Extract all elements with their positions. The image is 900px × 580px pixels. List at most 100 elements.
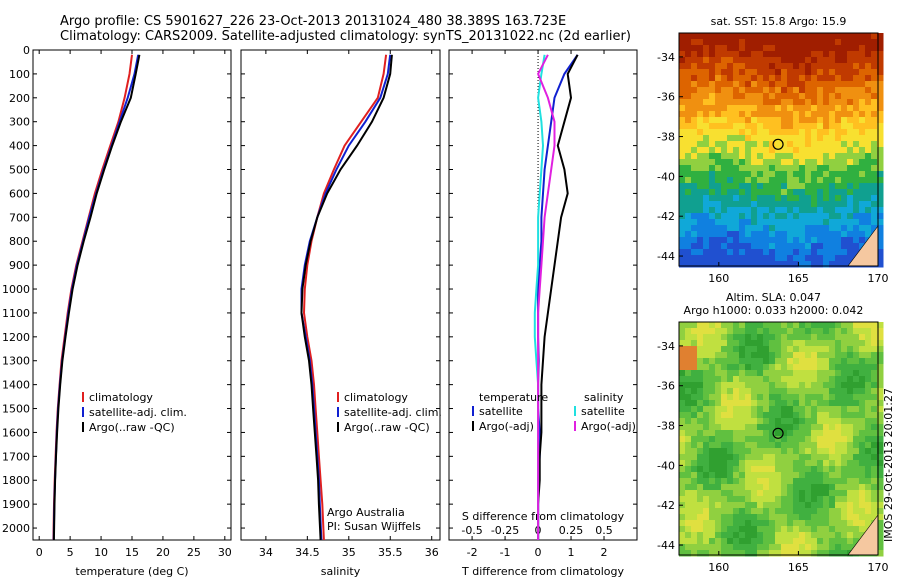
map-cell [703,478,710,485]
map-cell [841,153,848,160]
map-cell [745,358,752,365]
map-cell [835,219,842,226]
map-cell [679,352,686,359]
map-cell [823,75,830,82]
map-cell [835,237,842,244]
map-cell [733,87,740,94]
map-cell [793,538,800,545]
map-cell [727,520,734,527]
map-cell [835,466,842,473]
map-cell [685,538,692,545]
map-cell [835,394,842,401]
map-cell [865,57,872,64]
map-cell [871,436,878,443]
map-cell [697,39,704,46]
map-cell [727,418,734,425]
map-cell [793,412,800,419]
map-cell [691,81,698,88]
map-cell [739,201,746,208]
map-cell [685,460,692,467]
map-cell [847,225,854,232]
map-cell [853,496,860,503]
map-cell [859,472,866,479]
map-cell [679,496,686,503]
map-cell [727,472,734,479]
panel-frame [32,49,232,541]
map-cell [841,478,848,485]
map-cell [769,412,776,419]
map-cell [751,255,758,262]
map-cell [847,249,854,256]
map-cell [769,165,776,172]
map-cell [847,418,854,425]
map-cell [703,243,710,250]
map-cell [691,328,698,335]
map-cell [787,111,794,118]
map-cell [751,550,758,557]
map-cell [733,75,740,82]
map-cell [829,249,836,256]
map-cell [721,117,728,124]
map-cell [709,255,716,262]
map-cell [787,117,794,124]
map-cell [757,39,764,46]
map-cell [847,39,854,46]
map-cell [751,111,758,118]
map-cell [769,532,776,539]
map-cell [847,334,854,341]
map-cell [841,424,848,431]
map-cell [691,418,698,425]
map-cell [691,57,698,64]
map-cell [781,99,788,106]
map-cell [703,430,710,437]
map-cell [697,219,704,226]
map-cell [715,520,722,527]
map-cell [679,490,686,497]
map-cell [745,388,752,395]
map-cell [877,484,884,491]
map-cell [709,430,716,437]
map-cell [799,430,806,437]
map-cell [799,63,806,70]
map-cell [739,231,746,238]
map-cell [691,45,698,52]
map-cell [829,502,836,509]
map-cell [745,472,752,479]
map-cell [835,508,842,515]
map-cell [679,117,686,124]
map-cell [727,370,734,377]
map-cell [811,346,818,353]
map-cell [769,135,776,142]
map-cell [865,346,872,353]
map-cell [877,183,884,190]
map-cell [679,225,686,232]
map-cell [847,135,854,142]
map-cell [841,231,848,238]
depth-tick-label: 200 [9,92,30,105]
map-cell [727,352,734,359]
map-cell [811,334,818,341]
map-cell [847,219,854,226]
map-cell [727,219,734,226]
map-cell [865,376,872,383]
map-cell [721,334,728,341]
map-cell [781,177,788,184]
map-cell [817,201,824,208]
map-cell [835,418,842,425]
map-cell [745,111,752,118]
map-cell [853,93,860,100]
map-cell [757,117,764,124]
map-cell [787,225,794,232]
map-cell [799,81,806,88]
map-cell [811,550,818,557]
map-cell [781,550,788,557]
map-cell [739,400,746,407]
map-cell [709,111,716,118]
map-cell [739,496,746,503]
map-cell [721,484,728,491]
map-cell [781,532,788,539]
map-cell [715,550,722,557]
map-cell [793,51,800,58]
depth-tick-label: 600 [9,187,30,200]
map-cell [823,195,830,202]
